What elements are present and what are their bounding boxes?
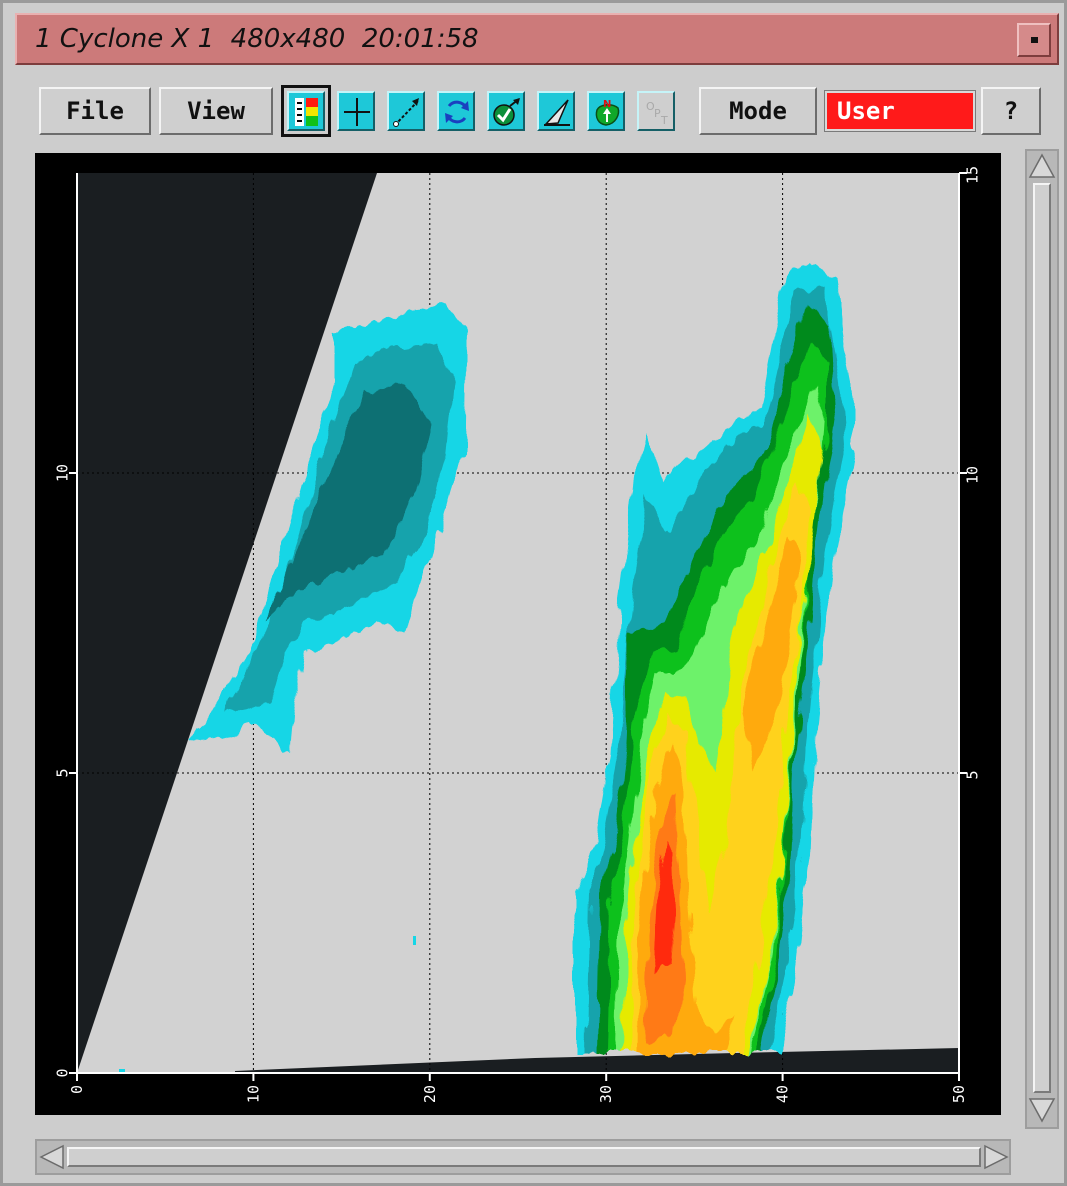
ground-clutter-region xyxy=(535,1048,959,1073)
scroll-down-icon[interactable] xyxy=(1027,1095,1057,1125)
scroll-right-icon[interactable] xyxy=(981,1141,1011,1173)
x-tick-label: 10 xyxy=(244,1085,262,1103)
y-tick-label-right: 10 xyxy=(964,466,982,484)
help-button[interactable]: ? xyxy=(981,87,1041,135)
echo-storm-cell xyxy=(575,261,855,1053)
svg-text:P: P xyxy=(654,107,661,120)
file-menu-button[interactable]: File xyxy=(39,87,151,135)
echo-speck xyxy=(413,936,416,945)
no-data-region xyxy=(77,173,377,1073)
x-tick-label: 0 xyxy=(68,1085,86,1094)
title-bar[interactable]: 1 Cyclone X 1 480x480 20:01:58 xyxy=(15,13,1059,65)
x-tick-label: 40 xyxy=(774,1085,792,1103)
axis-ticks: 0 10 20 30 40 50 0 5 10 5 10 15 xyxy=(54,166,982,1103)
scroll-up-icon[interactable] xyxy=(1027,151,1057,181)
check-location-icon xyxy=(493,98,520,126)
x-tick-label: 50 xyxy=(950,1085,968,1103)
color-scale-button[interactable] xyxy=(281,85,331,137)
north-map-button[interactable]: N xyxy=(587,91,625,131)
crosshair-button[interactable] xyxy=(337,91,375,131)
plot-canvas: 0 10 20 30 40 50 0 5 10 5 10 15 xyxy=(54,166,982,1103)
y-tick-label-left: 10 xyxy=(54,464,72,482)
color-scale-icon xyxy=(295,98,318,126)
svg-text:O: O xyxy=(646,100,655,113)
y-tick-label-left: 5 xyxy=(54,768,72,777)
rotate-icon xyxy=(445,100,469,124)
y-tick-label-right: 5 xyxy=(964,770,982,779)
svg-text:N: N xyxy=(603,99,611,110)
check-location-button[interactable] xyxy=(487,91,525,131)
window-menu-icon xyxy=(1031,37,1038,43)
scroll-left-icon[interactable] xyxy=(37,1141,67,1173)
measure-line-icon xyxy=(393,98,420,127)
echo-cyan-region xyxy=(190,303,467,753)
x-tick-label: 20 xyxy=(421,1085,439,1103)
window-title: 1 Cyclone X 1 480x480 20:01:58 xyxy=(35,24,479,54)
cut-line-button[interactable] xyxy=(537,91,575,131)
window-menu-button[interactable] xyxy=(1017,23,1051,57)
echo-speck xyxy=(119,1069,125,1072)
toolbar: File View xyxy=(31,75,1049,147)
x-tick-label: 30 xyxy=(597,1085,615,1103)
measure-line-button[interactable] xyxy=(387,91,425,131)
vertical-scrollbar[interactable] xyxy=(1025,149,1059,1129)
rotate-button[interactable] xyxy=(437,91,475,131)
radar-cross-section-plot[interactable]: 0 10 20 30 40 50 0 5 10 5 10 15 xyxy=(35,153,1001,1115)
options-icon: O P T xyxy=(646,100,668,127)
y-tick-label-left: 0 xyxy=(54,1068,72,1077)
user-mode-field[interactable]: User xyxy=(824,90,976,132)
north-map-icon: N xyxy=(595,99,620,126)
view-menu-button[interactable]: View xyxy=(159,87,273,135)
horizontal-scroll-thumb[interactable] xyxy=(67,1147,981,1167)
mode-menu-button[interactable]: Mode xyxy=(699,87,817,135)
y-tick-label-right: 15 xyxy=(964,166,982,184)
horizontal-scrollbar[interactable] xyxy=(35,1139,1011,1175)
svg-text:T: T xyxy=(660,114,668,127)
options-button[interactable]: O P T xyxy=(637,91,675,131)
cut-line-icon xyxy=(544,99,570,126)
vertical-scroll-thumb[interactable] xyxy=(1033,183,1051,1093)
ground-clutter-region-left xyxy=(235,1058,535,1073)
crosshair-icon xyxy=(344,98,370,126)
